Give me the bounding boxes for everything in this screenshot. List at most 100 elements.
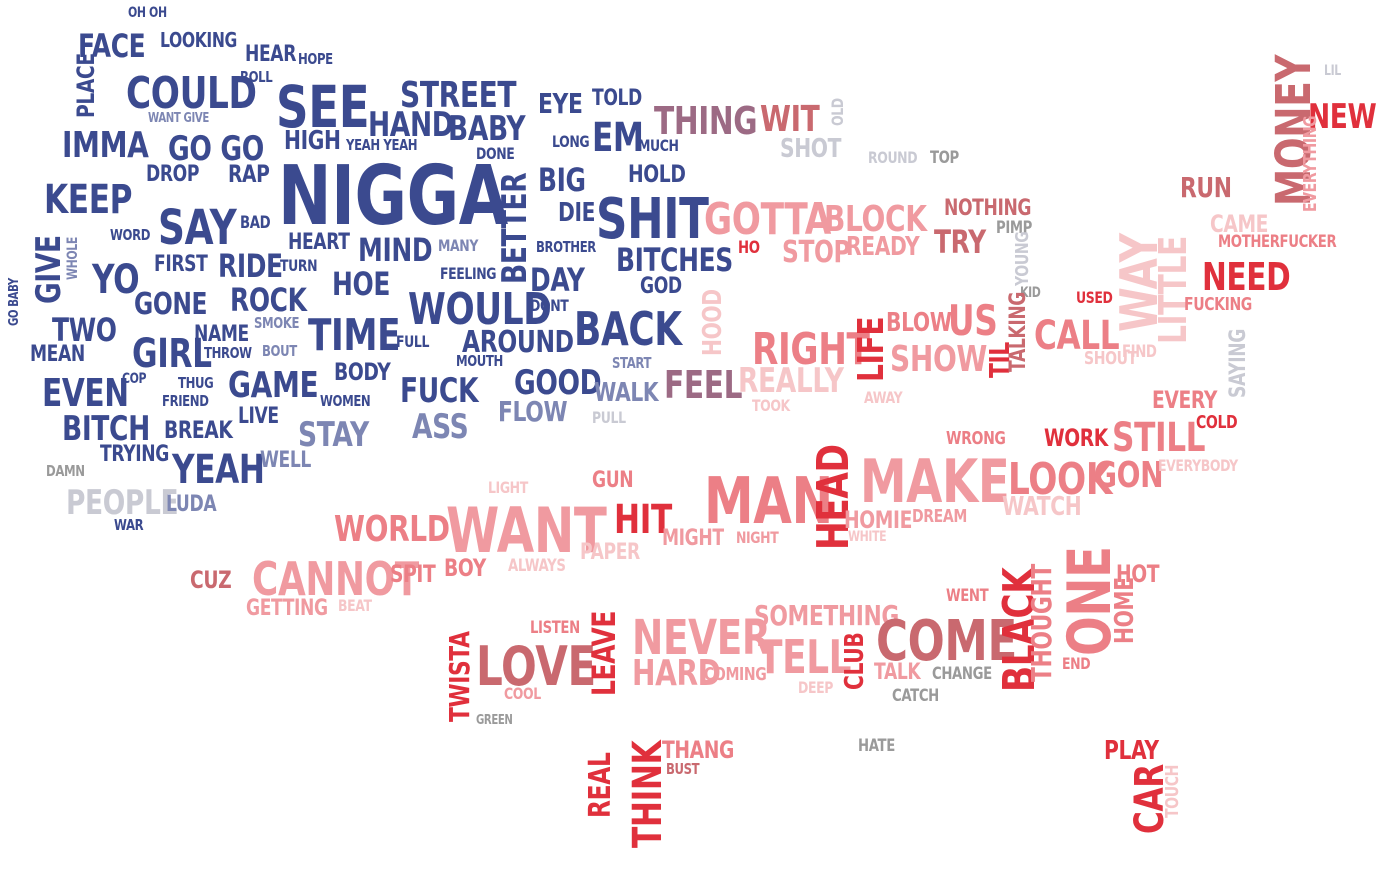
cloud-word: KEEP [44, 177, 133, 223]
cloud-word: BAD [240, 213, 271, 233]
cloud-word: LIL [1324, 63, 1341, 79]
cloud-word: BODY [334, 358, 391, 386]
cloud-word: PLAY [1104, 736, 1159, 766]
cloud-word: EYE [538, 87, 583, 120]
cloud-word: WRONG [946, 428, 1006, 449]
cloud-word: TURN [280, 256, 318, 275]
cloud-word: GUN [592, 468, 634, 493]
cloud-word: REAL [583, 752, 618, 818]
cloud-word: SMOKE [254, 314, 300, 332]
cloud-word: WORD [110, 226, 151, 244]
cloud-word: GETTING [246, 596, 328, 621]
cloud-word: HAND [368, 105, 454, 145]
cloud-word: BLOW [886, 308, 952, 338]
cloud-word: WENT [946, 586, 989, 606]
cloud-word: MOTHERFUCKER [1218, 232, 1337, 252]
cloud-word: MAKE [860, 447, 1010, 517]
cloud-word: LIGHT [488, 478, 528, 497]
cloud-word: CALL [1034, 313, 1120, 359]
cloud-word: SOMETHING [754, 599, 899, 632]
cloud-word: BEAT [338, 596, 372, 615]
cloud-word: HOE [332, 265, 390, 303]
cloud-word: TOP [930, 148, 959, 168]
cloud-word: FEELING [440, 264, 497, 283]
cloud-word: REALLY [738, 361, 844, 401]
cloud-word: BITCH [62, 409, 150, 449]
cloud-word: AWAY [864, 388, 903, 407]
cloud-word: SAY [158, 200, 237, 256]
cloud-word: BOY [444, 554, 486, 582]
cloud-word: RAP [228, 160, 270, 188]
cloud-word: WHITE [848, 529, 887, 545]
cloud-word: MIND [358, 231, 433, 269]
cloud-word: THING [654, 99, 758, 143]
cloud-word: LISTEN [530, 618, 580, 638]
cloud-word: FACE [78, 27, 146, 65]
cloud-word: HIT [614, 497, 672, 543]
cloud-word: LOOK [1008, 454, 1113, 505]
cloud-word: PAPER [580, 540, 640, 565]
cloud-word: LIVE [238, 404, 279, 429]
cloud-word: NIGGA [278, 149, 508, 244]
cloud-word: MEAN [30, 342, 85, 367]
cloud-word: HOOD [698, 289, 728, 356]
cloud-word: BITCHES [616, 241, 733, 279]
cloud-word: HOLD [628, 160, 686, 188]
cloud-word: LOOKING [160, 28, 237, 52]
cloud-word: GREEN [476, 713, 513, 728]
cloud-word: CATCH [892, 686, 939, 706]
cloud-word: BROTHER [536, 238, 596, 256]
cloud-word: STREET [400, 75, 517, 116]
cloud-word: PEOPLE [66, 483, 179, 523]
cloud-word: MIGHT [662, 526, 724, 551]
cloud-word: BOUT [262, 342, 297, 360]
cloud-word: SPIT [390, 560, 436, 588]
cloud-word: BLOCK [824, 199, 927, 240]
cloud-word: TALKING [1006, 292, 1031, 372]
cloud-word: USED [1076, 288, 1113, 307]
cloud-word: HOMIE [844, 506, 913, 534]
cloud-word: WORK [1044, 424, 1108, 452]
cloud-word: LEAVE [585, 611, 623, 696]
cloud-word: WOULD [408, 284, 552, 335]
cloud-word: WELL [260, 448, 311, 473]
cloud-word: STILL [1112, 415, 1206, 461]
cloud-word: GOOD [514, 363, 602, 403]
cloud-word: GIVE [29, 235, 69, 304]
cloud-word: FUCK [400, 371, 479, 411]
cloud-word: NIGHT [736, 528, 779, 547]
cloud-word: NAME [194, 322, 249, 347]
cloud-word: LIFE [851, 316, 892, 382]
cloud-word: LOVE [476, 635, 596, 698]
cloud-word: COME [876, 609, 1017, 674]
cloud-word: DAY [530, 261, 585, 299]
cloud-word: COULD [126, 68, 257, 119]
cloud-word: OLD [828, 98, 847, 126]
cloud-word: GOD [640, 274, 682, 299]
cloud-word: SHOUT [1084, 348, 1137, 369]
cloud-word: DROP [146, 162, 200, 187]
cloud-word: WORLD [334, 509, 450, 550]
cloud-word: DONT [530, 296, 569, 315]
cloud-word: YOUNG [1012, 231, 1033, 286]
cloud-word: TRY [934, 223, 986, 261]
cloud-word: STAY [298, 415, 369, 455]
cloud-word: YEAH [172, 447, 265, 493]
cloud-word: LUDA [166, 492, 217, 517]
cloud-word: HARD [632, 653, 721, 694]
cloud-word: THOUGHT [1025, 564, 1058, 682]
cloud-word: YO [92, 257, 140, 303]
cloud-word: THINK [625, 740, 671, 848]
cloud-word: PIMP [996, 218, 1033, 238]
cloud-word: WIT [760, 99, 820, 140]
cloud-word: DAMN [46, 462, 85, 480]
cloud-word: FUCKING [1184, 294, 1252, 315]
cloud-word: TRYING [100, 442, 169, 467]
cloud-word: NEED [1202, 255, 1291, 299]
cloud-word: FULL [396, 332, 430, 351]
cloud-word: TOLD [592, 86, 642, 111]
cloud-word: GO GO [168, 129, 264, 169]
cloud-word: FRIEND [162, 392, 209, 410]
cloud-word: NOTHING [944, 196, 1032, 221]
cloud-word: BREAK [164, 416, 233, 444]
